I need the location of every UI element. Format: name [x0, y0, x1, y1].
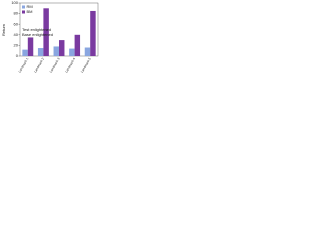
x-tick-label: Landmark 5 — [80, 57, 92, 74]
y-tick-label: 40 — [14, 32, 19, 37]
annotation: Test enlightened — [22, 27, 51, 32]
x-tick-label: Landmark 3 — [49, 57, 61, 74]
x-tick-label: Landmark 2 — [33, 57, 45, 74]
bar — [53, 46, 59, 56]
chart: Return 0 20 40 60 80 100 Landmark 1 Landmark 2 L… — [1, 0, 99, 74]
y-tick-label: 60 — [14, 21, 19, 26]
bar — [74, 34, 81, 56]
legend-label: BM — [27, 9, 33, 14]
y-tick-label: 100 — [11, 0, 18, 5]
bar — [69, 48, 75, 56]
legend-swatch — [22, 10, 25, 14]
bar — [43, 8, 49, 57]
bar — [37, 48, 44, 56]
bar — [59, 40, 65, 56]
y-tick-label: 20 — [14, 42, 19, 47]
bar — [90, 10, 96, 56]
y-tick-label: 0 — [16, 53, 19, 58]
page: {"chart_data": {"type": "bar", "y_label"… — [0, 0, 100, 74]
y-tick-label: 80 — [14, 11, 19, 16]
x-tick-label: Landmark 1 — [18, 57, 30, 74]
annotation: Base enlightened — [22, 32, 53, 37]
legend-label: RM — [27, 4, 33, 9]
x-tick-label: Landmark 4 — [64, 57, 76, 74]
bar — [27, 37, 34, 56]
y-axis-label: Return — [1, 24, 6, 36]
bar — [22, 49, 28, 56]
bar — [84, 47, 91, 56]
legend-swatch — [22, 5, 25, 9]
